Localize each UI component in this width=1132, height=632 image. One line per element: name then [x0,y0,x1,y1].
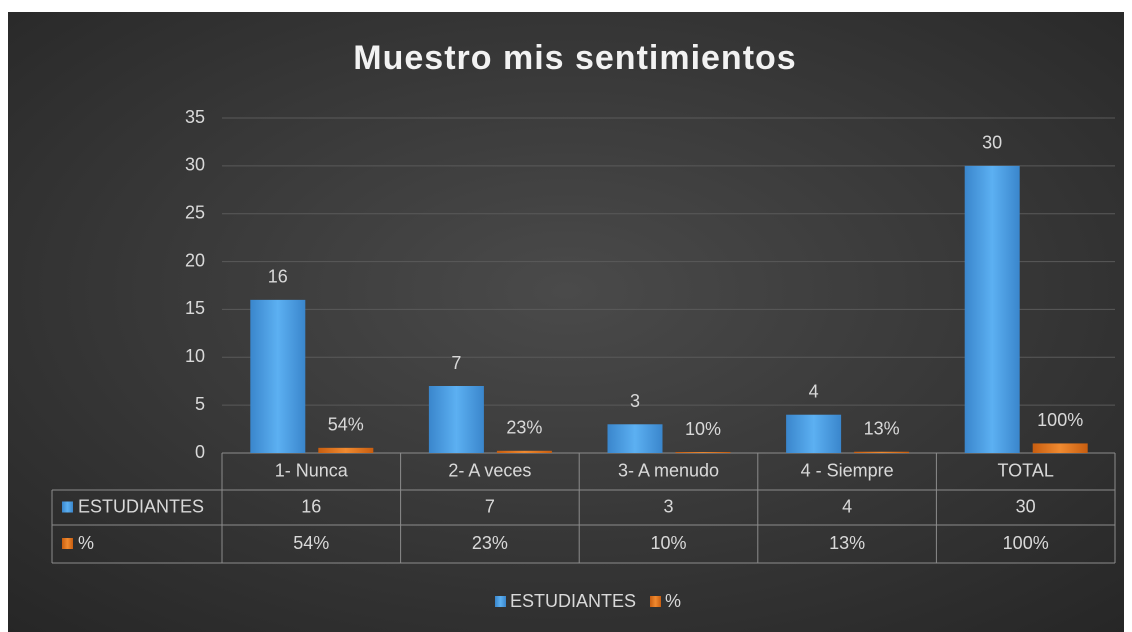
data-label: 54% [328,415,364,435]
data-label: 7 [451,353,461,373]
legend-key [62,501,73,513]
data-label: 16 [268,267,288,287]
table-row-header: ESTUDIANTES [78,496,204,516]
table-cell: 100% [1003,533,1049,553]
table-cell: 7 [485,496,495,516]
x-tick-label: 1- Nunca [275,460,349,480]
bar [318,447,374,453]
data-label: 4 [809,381,819,401]
legend-label: ESTUDIANTES [510,591,636,611]
y-tick-label: 25 [185,202,205,222]
data-label: 3 [630,391,640,411]
table-cell: 54% [293,533,329,553]
legend-key [62,538,73,549]
table-cell: 30 [1016,496,1036,516]
legend-key [650,596,661,607]
table-cell: 13% [829,533,865,553]
table-cell: 16 [301,496,321,516]
bar [964,165,1020,453]
bar [428,386,484,453]
data-label: 23% [506,418,542,438]
bar [607,424,663,453]
x-tick-label: 2- A veces [448,460,531,480]
chart-title: Muestro mis sentimientos [353,39,796,77]
y-tick-label: 35 [185,107,205,127]
table-cell: 4 [842,496,852,516]
table-row-header: % [78,533,94,553]
legend-label: % [665,591,681,611]
bar [786,414,842,453]
y-tick-label: 30 [185,155,205,175]
y-tick-label: 5 [195,394,205,414]
bar [675,452,731,453]
x-tick-label: 3- A menudo [618,460,719,480]
bar [854,451,910,453]
table-cell: 10% [650,533,686,553]
x-tick-label: TOTAL [998,460,1054,480]
table-cell: 3 [663,496,673,516]
y-tick-label: 15 [185,298,205,318]
data-label: 10% [685,419,721,439]
legend-key [495,596,506,607]
x-tick-label: 4 - Siempre [801,460,894,480]
y-tick-label: 20 [185,250,205,270]
bar [250,299,306,453]
bar [1032,443,1088,453]
data-label: 13% [864,419,900,439]
data-label: 30 [982,133,1002,153]
table-cell: 23% [472,533,508,553]
y-tick-label: 0 [195,442,205,462]
background [8,12,1124,632]
data-label: 100% [1037,410,1083,430]
y-tick-label: 10 [185,346,205,366]
bar [496,450,552,453]
